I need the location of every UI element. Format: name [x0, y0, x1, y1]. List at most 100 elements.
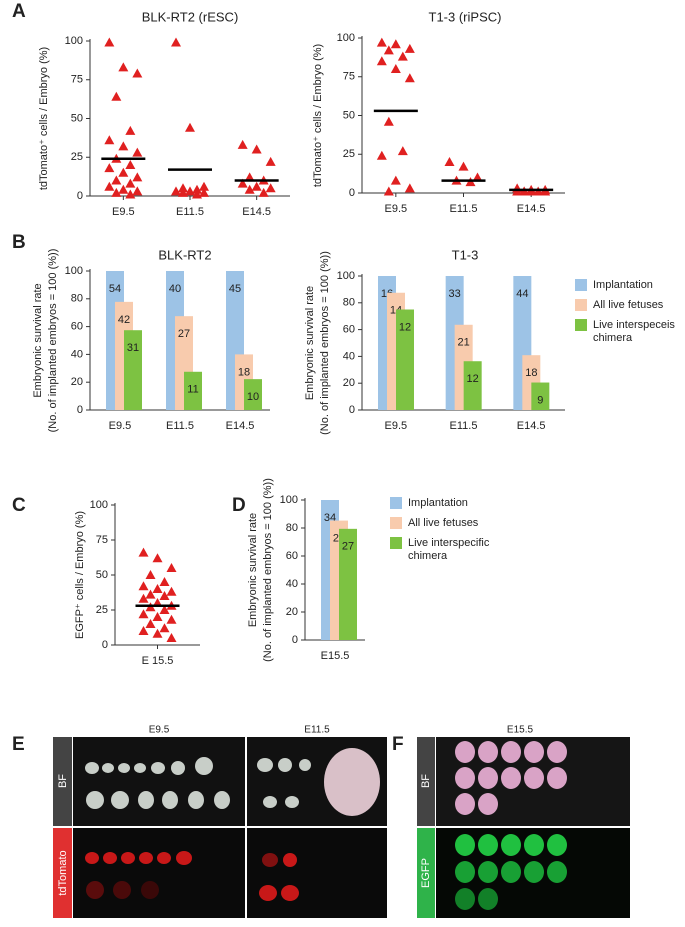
- y-tick-label: 60: [343, 324, 355, 336]
- data-point: [118, 184, 129, 194]
- data-point: [171, 186, 181, 196]
- y-axis-label: (No. of implanted embryos = 100 (%)): [319, 251, 331, 435]
- data-point: [199, 181, 209, 191]
- data-point: [138, 593, 149, 603]
- y-tick-label: 0: [349, 404, 355, 416]
- y-tick-label: 40: [71, 348, 83, 360]
- data-point: [185, 186, 195, 196]
- x-tick-label: E 15.5: [142, 655, 174, 667]
- y-axis-label: Embryonic survival rate: [247, 513, 259, 627]
- x-tick-label: E14.5: [242, 206, 271, 218]
- bar-count-label: 33: [449, 288, 461, 300]
- embryos: [455, 741, 567, 815]
- x-tick-label: E9.5: [385, 203, 408, 215]
- data-point: [132, 68, 143, 78]
- legend-swatch: [575, 299, 587, 311]
- data-point: [404, 73, 415, 83]
- y-tick-label: 100: [65, 265, 83, 277]
- y-tick-label: 0: [102, 639, 108, 651]
- y-tick-label: 80: [71, 293, 83, 305]
- data-point: [178, 183, 188, 193]
- panel-letter: A: [12, 1, 26, 22]
- data-point: [383, 45, 394, 55]
- bar-count-label: 10: [247, 391, 259, 403]
- x-tick-label: E14.5: [226, 420, 255, 432]
- data-point: [132, 172, 143, 182]
- panel-letter: D: [232, 495, 246, 516]
- column-label: E11.5: [304, 725, 330, 736]
- y-tick-label: 50: [71, 112, 83, 124]
- data-point: [397, 51, 408, 61]
- data-point: [171, 37, 181, 47]
- x-tick-label: E11.5: [176, 206, 204, 218]
- data-point: [111, 187, 122, 197]
- y-tick-label: 50: [343, 109, 355, 121]
- data-point: [390, 64, 401, 73]
- y-tick-label: 100: [280, 494, 298, 506]
- data-point: [145, 589, 156, 599]
- data-point: [444, 157, 455, 166]
- data-point: [251, 181, 262, 191]
- legend-label: All live fetuses: [408, 517, 479, 529]
- image-panel-e: BF tdTomato E9.5 E11.5: [53, 725, 387, 918]
- y-tick-label: 80: [286, 522, 298, 534]
- data-point: [125, 178, 136, 188]
- data-point: [166, 586, 177, 596]
- data-point: [118, 62, 129, 72]
- data-point: [251, 144, 262, 154]
- data-point: [159, 591, 170, 600]
- row-label: tdTomato: [57, 850, 69, 895]
- data-point: [132, 186, 143, 196]
- x-tick-label: E9.5: [385, 420, 408, 432]
- y-tick-label: 75: [71, 74, 83, 86]
- legend-label: Live interspecific chimera: [408, 537, 490, 562]
- data-point: [383, 116, 394, 126]
- y-tick-label: 40: [343, 350, 355, 362]
- panel-letter: B: [12, 232, 26, 253]
- chart-title: T1-3 (riPSC): [429, 9, 502, 24]
- x-tick-label: E14.5: [517, 420, 546, 432]
- y-tick-label: 0: [77, 404, 83, 416]
- data-point: [376, 150, 387, 160]
- data-point: [138, 547, 149, 557]
- data-point: [152, 553, 163, 563]
- bar: [531, 382, 550, 410]
- data-point: [152, 584, 163, 593]
- bar-count-label: 27: [178, 328, 190, 340]
- y-tick-label: 60: [71, 321, 83, 333]
- bar-count-label: 11: [187, 384, 198, 396]
- y-tick-label: 40: [286, 578, 298, 590]
- bar: [184, 371, 202, 410]
- y-tick-label: 20: [71, 376, 83, 388]
- data-point: [376, 37, 387, 47]
- data-point: [145, 570, 156, 579]
- bar-count-label: 27: [342, 541, 354, 553]
- y-axis-label: EGFP⁺ cells / Embryo (%): [74, 511, 86, 639]
- legend-label: Implantation: [408, 497, 468, 509]
- bar-count-label: 18: [238, 366, 250, 378]
- data-point: [125, 189, 136, 199]
- panel-letter: C: [12, 495, 26, 516]
- data-point: [152, 628, 163, 638]
- row-label: EGFP: [420, 858, 432, 888]
- legend-swatch: [390, 537, 402, 549]
- column-label: E9.5: [149, 725, 170, 736]
- x-tick-label: E11.5: [166, 420, 194, 432]
- bar: [244, 379, 262, 410]
- bar: [396, 309, 414, 410]
- data-point: [383, 186, 394, 196]
- x-tick-label: E9.5: [112, 206, 135, 218]
- data-point: [125, 160, 136, 169]
- chart-title: BLK-RT2 (rESC): [142, 9, 239, 24]
- data-point: [237, 178, 248, 188]
- x-tick-label: E11.5: [450, 420, 478, 432]
- panel-letter: E: [12, 734, 25, 755]
- bar-count-label: 12: [399, 321, 411, 333]
- row-strip: [53, 828, 72, 918]
- data-point: [166, 563, 177, 572]
- data-point: [118, 141, 129, 151]
- data-point: [145, 619, 156, 628]
- embryos-red: [85, 851, 299, 901]
